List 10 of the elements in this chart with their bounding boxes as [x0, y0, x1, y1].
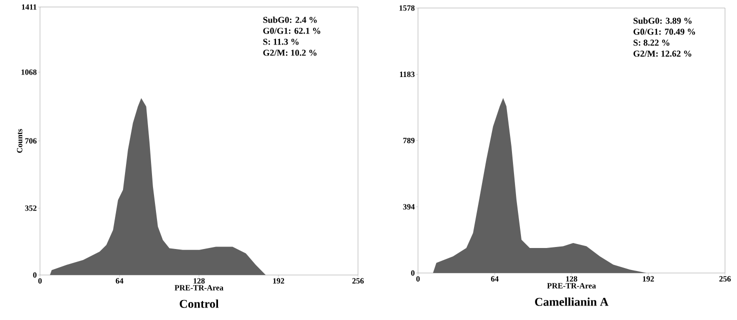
annotation: SubG0: 3.89 %: [634, 17, 692, 24]
annotation: G2/M: 10.2 %: [263, 50, 316, 56]
text: Camellianin A: [535, 297, 608, 306]
annotation: SubG0: 2.4 %: [263, 16, 317, 23]
annotation: S: 8.22 %: [634, 40, 670, 46]
annotation: G0/G1: 62.1 %: [263, 28, 320, 34]
text: Control: [180, 299, 219, 308]
annotation: G0/G1: 70.49 %: [634, 28, 696, 35]
annotation: S: 11.3 %: [263, 38, 299, 45]
annotation: G2/M: 12.62 %: [634, 50, 692, 57]
